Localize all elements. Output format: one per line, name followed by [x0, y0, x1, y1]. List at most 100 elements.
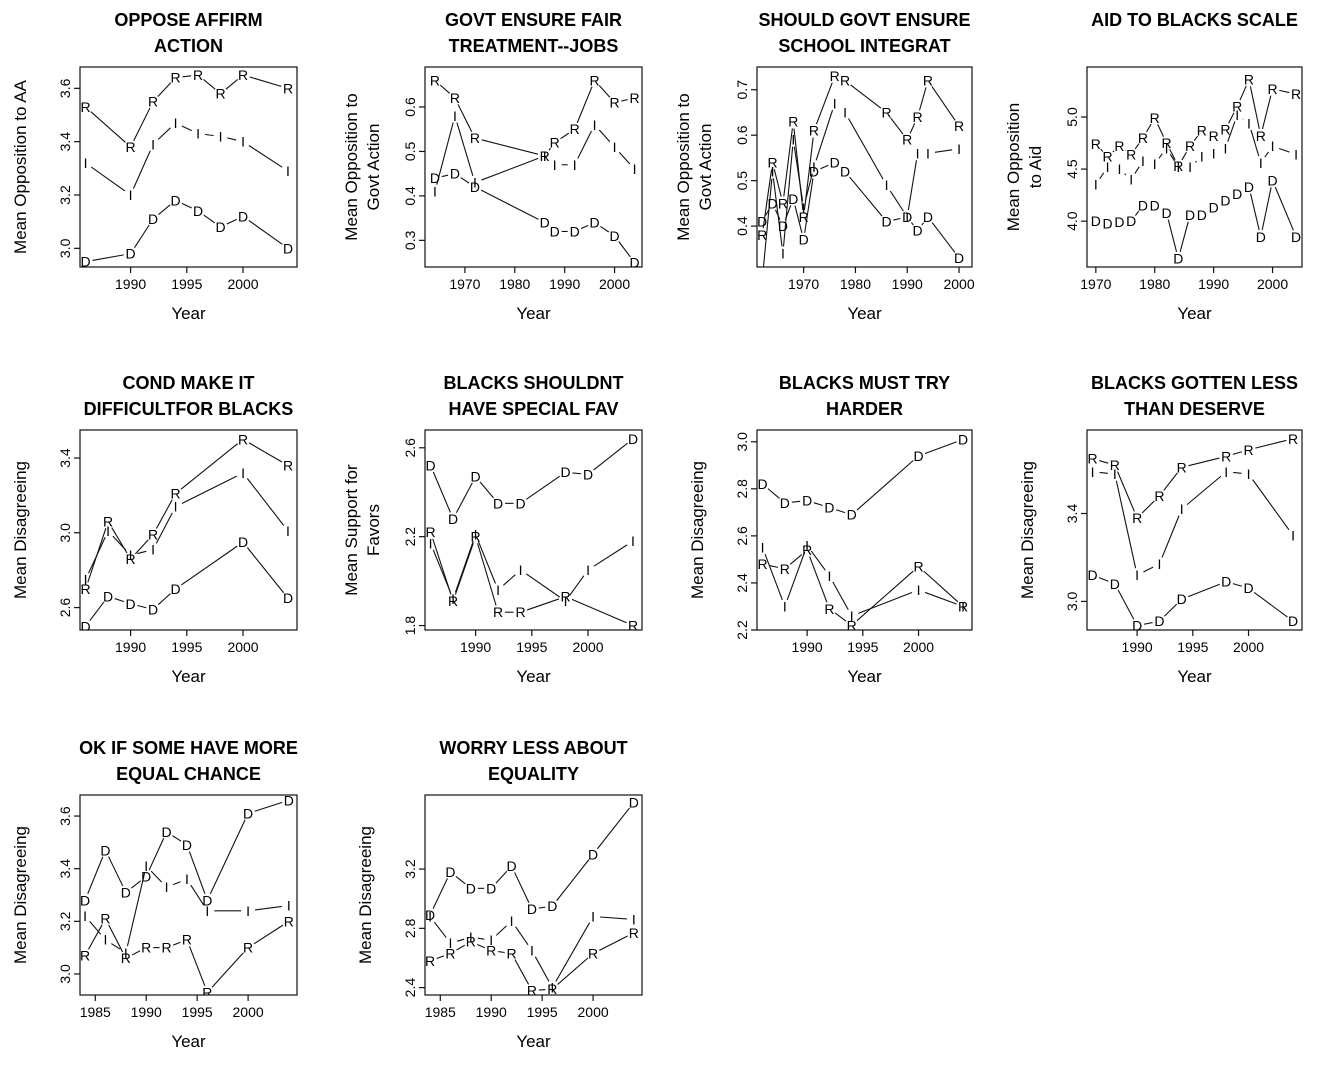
series-D-point: D — [1221, 574, 1231, 590]
x-tick-label: 1970 — [1080, 276, 1111, 292]
series-I-point: I — [530, 943, 534, 959]
series-R-segment — [188, 946, 206, 987]
series-I-segment — [782, 146, 794, 247]
series-I-segment — [181, 125, 192, 132]
series-I-segment — [112, 535, 127, 551]
series-D-segment — [1187, 583, 1220, 598]
series-I-point: I — [241, 134, 245, 150]
y-tick-label: 2.6 — [402, 438, 418, 458]
series-R-segment — [157, 82, 172, 97]
series-R-segment — [1228, 112, 1235, 124]
chart-title-line: AID TO BLACKS SCALE — [1091, 10, 1298, 30]
series-I-segment — [598, 129, 611, 143]
series-R-point: R — [471, 529, 481, 545]
series-I-point: I — [151, 542, 155, 558]
series-I-point: I — [1117, 161, 1121, 177]
plot-frame — [79, 66, 298, 268]
plot-frame — [424, 794, 643, 996]
series-R-point: R — [540, 148, 550, 164]
y-tick-label: 0.4 — [734, 216, 750, 236]
series-D-point: D — [540, 215, 550, 231]
series-D-point: D — [162, 824, 172, 840]
y-tick-label: 3.0 — [1064, 591, 1080, 611]
series-D-point: D — [81, 254, 91, 270]
series-R-segment — [133, 107, 151, 141]
series-R-segment — [598, 85, 611, 98]
series-D-point: D — [493, 495, 503, 511]
series-R-point: R — [283, 458, 293, 474]
series-D-segment — [181, 545, 238, 586]
series-R-point: R — [767, 154, 777, 170]
y-tick-label: 0.5 — [734, 171, 750, 191]
series-R-point: R — [1288, 431, 1298, 447]
series-I-segment — [764, 553, 783, 601]
series-I-segment — [889, 190, 904, 212]
chart-title-line: HARDER — [826, 399, 903, 419]
series-I-point: I — [453, 108, 457, 124]
series-I-segment — [433, 921, 447, 938]
series-R-point: R — [1185, 138, 1195, 154]
series-I-point: I — [543, 148, 547, 164]
y-tick-label: 5.0 — [1064, 107, 1080, 127]
chart-title-line: OK IF SOME HAVE MORE — [79, 738, 298, 758]
y-tick-label: 3.0 — [57, 964, 73, 984]
series-I-segment — [1194, 160, 1197, 163]
series-I-point: I — [917, 582, 921, 598]
x-axis-label: Year — [171, 1032, 206, 1051]
series-I-point: I — [510, 913, 514, 929]
series-D-point: D — [570, 223, 580, 239]
series-R-segment — [850, 84, 882, 109]
series-R-point: R — [588, 946, 598, 962]
x-tick-label: 1990 — [476, 1004, 507, 1020]
series-R-segment — [454, 543, 474, 595]
series-R-point: R — [1126, 147, 1136, 163]
series-I-point: I — [428, 908, 432, 924]
series-R-segment — [249, 76, 282, 87]
plot-frame — [1086, 429, 1303, 631]
series-I-point: I — [843, 104, 847, 120]
series-D-point: D — [425, 907, 435, 923]
series-D-point: D — [881, 214, 891, 230]
series-D-segment — [1179, 221, 1189, 253]
series-D-point: D — [547, 898, 557, 914]
series-D-point: D — [847, 507, 857, 523]
series-D-point: D — [283, 590, 293, 606]
series-D-point: D — [466, 880, 476, 896]
y-axis-label: Mean Opposition — [1004, 103, 1023, 232]
series-R-segment — [557, 957, 589, 985]
series-R-point: R — [913, 109, 923, 125]
series-R-segment — [1181, 151, 1187, 161]
series-R-point: R — [126, 551, 136, 567]
y-tick-label: 3.2 — [57, 911, 73, 931]
y-tick-label: 0.4 — [402, 186, 418, 206]
series-D-point: D — [486, 880, 496, 896]
series-D-segment — [931, 222, 956, 253]
series-R-point: R — [958, 598, 968, 614]
series-I-segment — [515, 926, 529, 946]
series-D-point: D — [1103, 215, 1113, 231]
series-I-segment — [454, 540, 474, 593]
series-D-point: D — [780, 495, 790, 511]
x-axis-label: Year — [847, 304, 882, 323]
series-R-point: R — [1220, 122, 1230, 138]
series-I-segment — [248, 145, 283, 168]
series-R-point: R — [448, 593, 458, 609]
series-D-segment — [495, 870, 508, 884]
series-I-segment — [1115, 480, 1137, 569]
series-R-segment — [909, 123, 916, 134]
series-R-point: R — [1088, 451, 1098, 467]
series-R-point: R — [758, 556, 768, 572]
series-R-point: R — [757, 227, 767, 243]
series-I-segment — [91, 166, 126, 192]
series-I-point: I — [783, 598, 787, 614]
series-R-point: R — [527, 983, 537, 999]
series-R-segment — [560, 132, 570, 140]
series-R-point: R — [954, 118, 964, 134]
chart-title-line: SHOULD GOVT ENSURE — [758, 10, 970, 30]
chart-title-line: HAVE SPECIAL FAV — [448, 399, 618, 419]
series-R-segment — [1117, 471, 1135, 512]
series-D-segment — [784, 205, 792, 220]
series-R-point: R — [470, 130, 480, 146]
